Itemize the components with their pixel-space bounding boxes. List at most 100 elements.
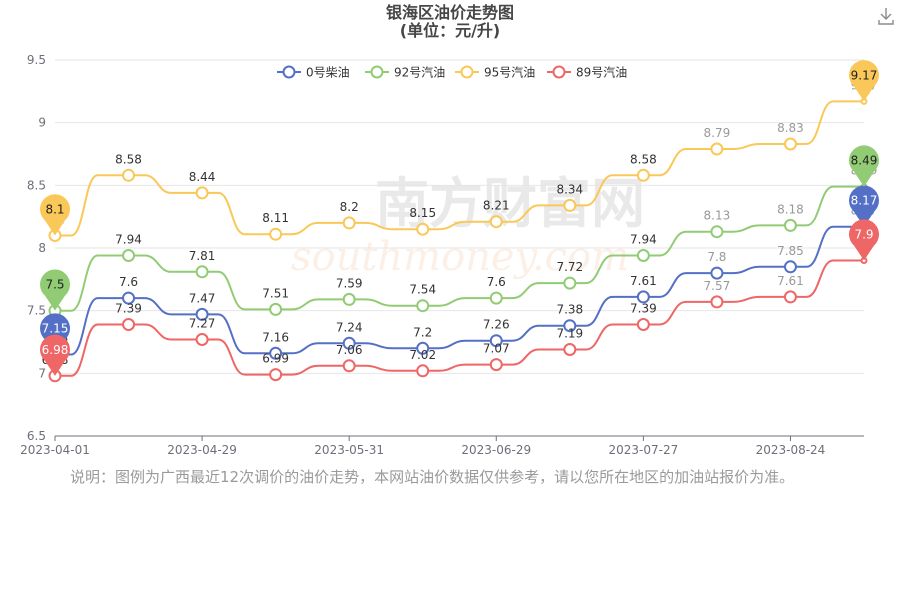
pin-shape <box>40 334 70 376</box>
data-point[interactable] <box>195 265 209 279</box>
pin-label: 7.9 <box>854 228 873 242</box>
data-label: 6.99 <box>262 352 289 366</box>
data-label: 7.47 <box>189 291 216 305</box>
data-point[interactable] <box>342 216 356 230</box>
pin-shape <box>40 194 70 236</box>
y-tick-label: 8.5 <box>27 178 46 192</box>
data-point[interactable] <box>489 358 503 372</box>
data-point[interactable] <box>783 218 797 232</box>
pin-shape <box>849 145 880 187</box>
data-label: 7.8 <box>707 250 726 264</box>
data-point[interactable] <box>195 307 209 321</box>
data-label: 8.58 <box>630 152 657 166</box>
data-label: 7.94 <box>630 233 657 247</box>
pin-shape <box>849 185 880 227</box>
legend-marker <box>370 65 384 79</box>
data-point[interactable] <box>122 249 136 262</box>
legend-label: 89号汽油 <box>576 65 627 80</box>
data-label: 7.06 <box>336 343 363 357</box>
pin-label: 9.17 <box>851 68 878 82</box>
data-label: 7.16 <box>262 330 289 344</box>
chart-subtitle: (单位：元/升) <box>399 21 501 40</box>
y-tick-label: 9 <box>38 116 46 130</box>
data-label: 7.19 <box>556 327 583 341</box>
legend-item-3[interactable]: 89号汽油 <box>547 65 627 80</box>
legend-marker <box>552 65 566 79</box>
pin-label: 8.1 <box>45 202 64 216</box>
legend-label: 0号柴油 <box>306 66 350 80</box>
watermark: 南方财富网 southmoney.com <box>291 172 645 280</box>
data-point[interactable] <box>342 336 356 350</box>
data-label: 8.79 <box>704 126 731 140</box>
data-point[interactable] <box>416 299 430 313</box>
data-point[interactable] <box>783 260 797 274</box>
data-point[interactable] <box>636 290 650 304</box>
data-point[interactable] <box>416 341 430 355</box>
data-point[interactable] <box>122 291 136 305</box>
data-point[interactable] <box>710 225 724 239</box>
x-tick-label: 2023-04-29 <box>167 443 237 457</box>
data-label: 7.94 <box>115 233 142 247</box>
data-point[interactable] <box>269 227 283 241</box>
x-tick-label: 2023-08-24 <box>756 443 826 457</box>
data-point[interactable] <box>416 222 430 236</box>
data-point[interactable] <box>783 290 797 304</box>
data-point[interactable] <box>269 368 283 382</box>
data-point[interactable] <box>342 292 356 306</box>
data-point[interactable] <box>489 334 503 348</box>
download-icon[interactable] <box>876 6 896 26</box>
y-tick-label: 6.5 <box>27 429 46 443</box>
pin-shape <box>40 313 70 355</box>
data-label: 8.18 <box>777 202 804 216</box>
legend-marker <box>460 65 474 79</box>
data-point[interactable] <box>636 168 650 182</box>
data-label: 7.81 <box>189 249 216 263</box>
data-point[interactable] <box>122 168 136 182</box>
data-label: 8.11 <box>262 211 289 225</box>
data-label: 7.54 <box>409 283 436 297</box>
data-label: 7.51 <box>262 286 289 300</box>
data-label: 7.27 <box>189 317 216 331</box>
data-label: 7.39 <box>630 302 657 316</box>
data-point[interactable] <box>563 198 577 212</box>
legend-item-0[interactable]: 0号柴油 <box>277 65 350 80</box>
data-point[interactable] <box>636 318 650 331</box>
data-point[interactable] <box>489 215 503 229</box>
watermark-url: southmoney.com <box>291 234 629 280</box>
pin-shape <box>849 60 880 102</box>
data-point[interactable] <box>563 319 577 333</box>
pin-label: 8.49 <box>851 154 878 168</box>
max-pin: 8.17 <box>849 185 880 227</box>
data-point[interactable] <box>416 364 430 378</box>
min-pin: 8.1 <box>40 194 70 236</box>
data-point[interactable] <box>122 318 136 331</box>
pin-shape <box>849 219 880 261</box>
data-point[interactable] <box>710 142 724 156</box>
series-line-3 <box>55 259 864 377</box>
data-label: 8.15 <box>409 206 436 220</box>
legend-item-1[interactable]: 92号汽油 <box>365 65 445 80</box>
data-label: 7.72 <box>556 260 583 274</box>
data-point[interactable] <box>269 302 283 316</box>
series-line-1 <box>55 185 864 312</box>
data-label: 8.34 <box>556 182 583 196</box>
data-point[interactable] <box>195 186 209 200</box>
data-point[interactable] <box>563 276 577 290</box>
data-point[interactable] <box>710 266 724 280</box>
data-point[interactable] <box>269 346 283 360</box>
y-tick-label: 7.5 <box>27 304 46 318</box>
min-pin: 6.98 <box>40 334 70 376</box>
data-point[interactable] <box>342 359 356 373</box>
data-point[interactable] <box>783 137 797 151</box>
line-chart: 南方财富网 southmoney.com 6.5 7 7.5 8 8.5 9 9.5 2023… <box>20 53 880 457</box>
pin-label: 7.15 <box>42 322 69 336</box>
legend-item-2[interactable]: 95号汽油 <box>455 65 535 80</box>
data-point[interactable] <box>489 291 503 305</box>
data-point[interactable] <box>563 343 577 356</box>
data-point[interactable] <box>636 249 650 262</box>
data-point[interactable] <box>195 333 209 346</box>
data-label: 8.13 <box>704 209 731 223</box>
pin-shape <box>40 269 70 311</box>
pin-label: 7.5 <box>45 278 64 292</box>
data-point[interactable] <box>710 295 724 309</box>
